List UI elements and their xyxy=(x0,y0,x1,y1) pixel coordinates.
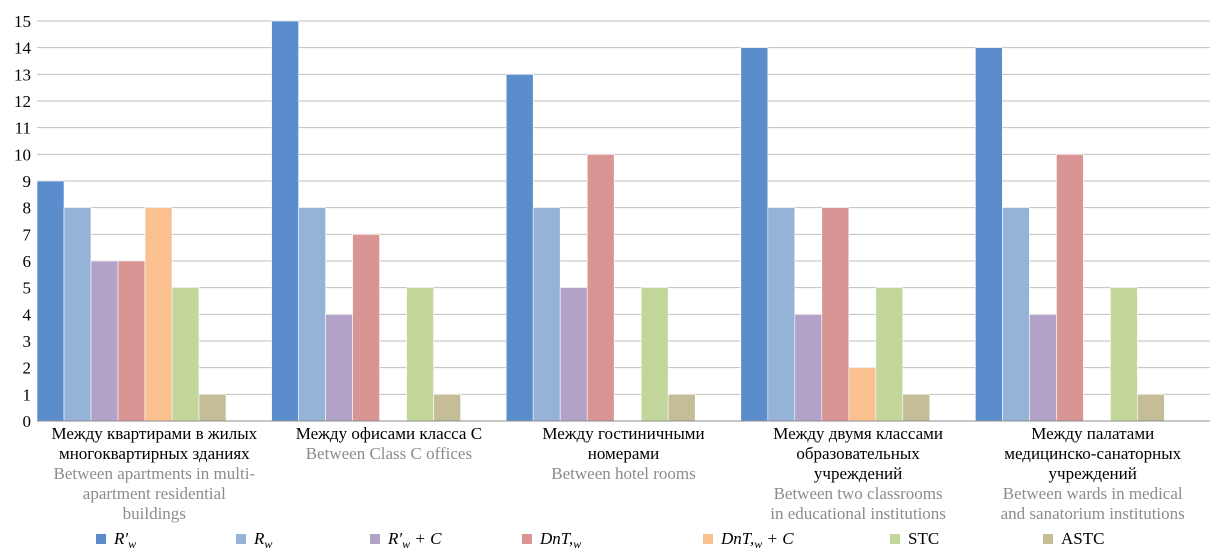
bar xyxy=(406,287,434,422)
bar xyxy=(271,20,299,422)
y-tick-label: 11 xyxy=(15,119,31,138)
bar xyxy=(902,394,931,422)
category-label-en: Between apartments in multi- xyxy=(54,464,256,483)
bar xyxy=(117,260,146,422)
bar xyxy=(848,367,877,422)
bar xyxy=(1029,314,1057,422)
category-label-ru: образовательных xyxy=(796,444,920,463)
bars xyxy=(36,20,1165,422)
legend-entry-label: Rw xyxy=(253,529,272,551)
y-tick-label: 14 xyxy=(14,39,32,58)
category-label-en: and sanatorium institutions xyxy=(1001,504,1185,523)
category-label-en: Between wards in medical xyxy=(1003,484,1183,503)
y-tick-label: 6 xyxy=(23,252,32,271)
y-tick-label: 9 xyxy=(23,172,32,191)
category-label-ru: медицинско-санаторных xyxy=(1004,444,1181,463)
bar xyxy=(767,207,796,422)
category-label-ru: Между двумя классами xyxy=(773,424,943,443)
bar xyxy=(144,207,173,422)
bar xyxy=(532,207,561,422)
y-tick-label: 1 xyxy=(23,385,32,404)
gridlines xyxy=(37,20,1210,395)
legend-swatch xyxy=(703,534,713,544)
legend-swatch xyxy=(370,534,380,544)
category-label-en: in educational institutions xyxy=(770,504,946,523)
bar xyxy=(1002,207,1030,422)
bar xyxy=(586,154,615,422)
bar xyxy=(63,207,92,422)
category-label-en: Between two classrooms xyxy=(774,484,943,503)
category-label-en: Between hotel rooms xyxy=(551,464,695,483)
legend-swatch xyxy=(236,534,246,544)
category-label-ru: номерами xyxy=(588,444,659,463)
y-tick-label: 15 xyxy=(14,12,31,31)
bar xyxy=(1056,154,1084,422)
y-tick-label: 0 xyxy=(23,412,32,431)
bar xyxy=(198,394,227,422)
bar xyxy=(325,314,353,422)
legend-entry-label: R′w + C xyxy=(387,529,442,551)
category-label-en: apartment residential xyxy=(83,484,226,503)
legend-swatch xyxy=(890,534,900,544)
y-tick-label: 5 xyxy=(23,279,32,298)
category-label-ru: Между палатами xyxy=(1031,424,1154,443)
y-tick-label: 7 xyxy=(23,225,32,244)
legend-entry-label: STC xyxy=(908,529,939,548)
legend-entry-label: DnT,w + C xyxy=(720,529,794,551)
bar xyxy=(36,180,65,422)
bar xyxy=(821,207,850,422)
legend-entry-label: ASTC xyxy=(1061,529,1104,548)
bar xyxy=(559,287,588,422)
legend-swatch xyxy=(1043,534,1053,544)
legend-swatch xyxy=(522,534,532,544)
category-label-ru: Между офисами класса С xyxy=(296,424,482,443)
y-tick-label: 4 xyxy=(23,305,32,324)
bar xyxy=(1137,394,1165,422)
y-tick-label: 2 xyxy=(23,359,32,378)
category-label-ru: учреждений xyxy=(1049,464,1137,483)
y-tick-label: 8 xyxy=(23,199,32,218)
bar xyxy=(352,234,380,422)
category-labels: Между квартирами в жилыхмногоквартирных … xyxy=(51,424,1184,523)
legend-entry-label: DnT,w xyxy=(539,529,581,551)
category-label-en: Between Class C offices xyxy=(306,444,472,463)
bar xyxy=(667,394,696,422)
bar xyxy=(90,260,119,422)
bar xyxy=(975,47,1003,422)
bar xyxy=(505,74,534,422)
category-label-ru: Между квартирами в жилых xyxy=(51,424,257,443)
bar xyxy=(740,47,769,422)
category-label-ru: многоквартирных зданиях xyxy=(59,444,250,463)
legend: R′w Rw R′w + C DnT,w DnT,w + C STC ASTC xyxy=(96,529,1104,551)
bar xyxy=(433,394,461,422)
category-label-ru: учреждений xyxy=(814,464,902,483)
bar xyxy=(298,207,326,422)
legend-swatch xyxy=(96,534,106,544)
category-label-ru: Между гостиничными xyxy=(542,424,704,443)
y-tick-label: 13 xyxy=(14,65,31,84)
bar xyxy=(640,287,669,422)
bar xyxy=(171,287,200,422)
y-tick-label: 3 xyxy=(23,332,32,351)
category-label-en: buildings xyxy=(123,504,186,523)
bar xyxy=(794,314,823,422)
bar xyxy=(1110,287,1138,422)
y-tick-label: 10 xyxy=(14,145,31,164)
legend-entry-label: R′w xyxy=(113,529,136,551)
bar xyxy=(875,287,904,422)
y-tick-label: 12 xyxy=(14,92,31,111)
